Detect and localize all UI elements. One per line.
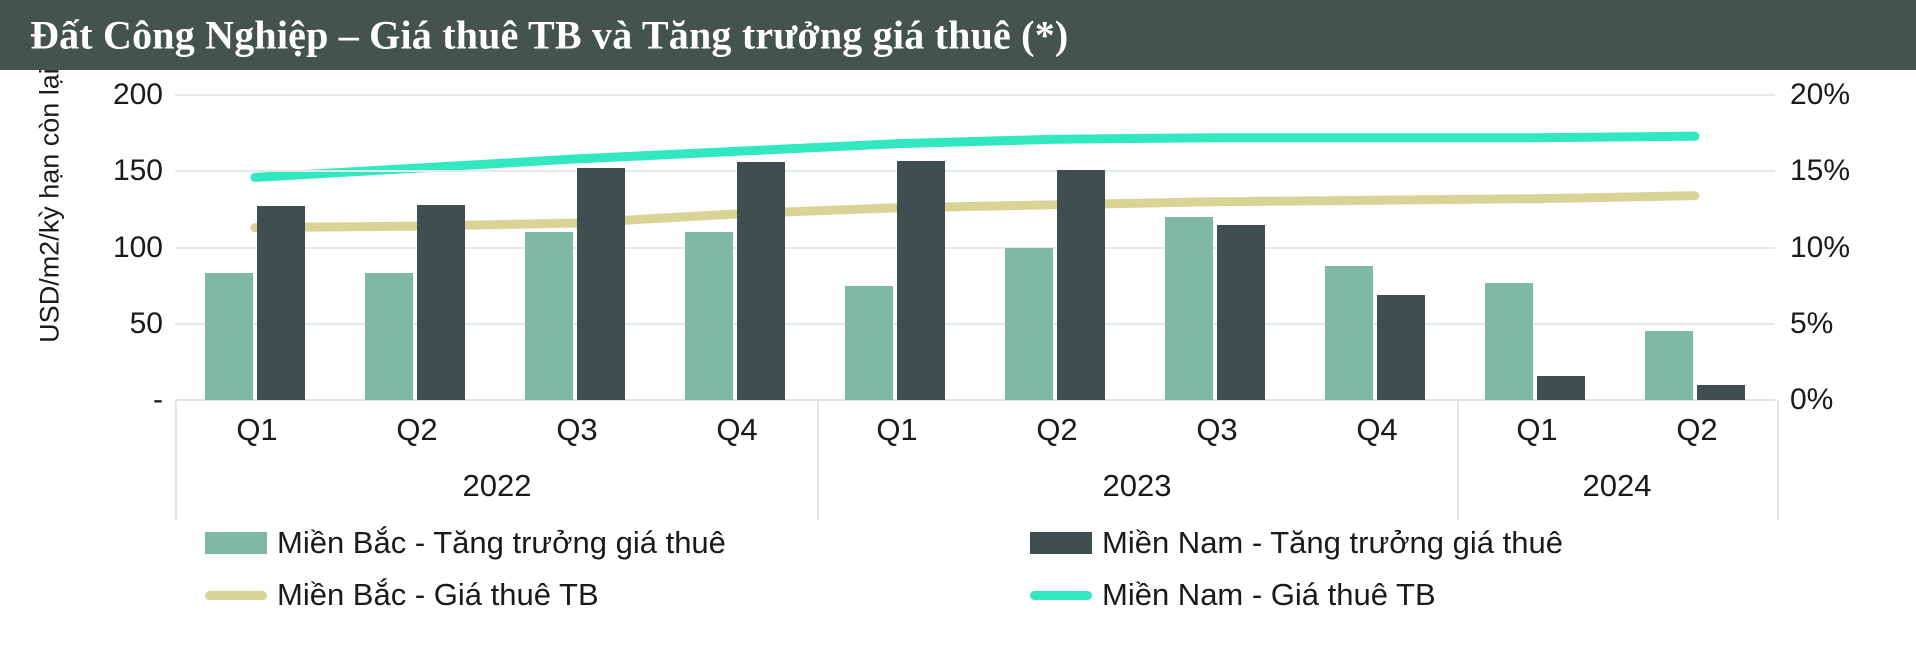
gridline (175, 94, 1775, 96)
x-axis-quarter-label: Q4 (1356, 412, 1398, 447)
bar (577, 168, 625, 400)
bar (685, 232, 733, 400)
legend-item[interactable]: Miền Nam - Giá thuê TB (1030, 577, 1436, 613)
bar (365, 273, 413, 400)
x-axis-year-label: 2024 (1582, 468, 1652, 503)
legend-line-swatch (1030, 590, 1092, 600)
legend-bar-swatch (205, 532, 267, 554)
bar (1057, 169, 1105, 400)
bar (525, 232, 573, 400)
x-axis-quarter-label: Q2 (396, 412, 438, 447)
y-axis-tick-label: - (153, 383, 163, 416)
line-series (255, 196, 1695, 228)
y-axis-tick-label: 50 (129, 306, 163, 340)
y-axis-right-tick-label: 10% (1790, 230, 1851, 264)
x-axis-year-label: 2023 (1102, 468, 1172, 503)
line-series (255, 136, 1695, 177)
legend-label: Miền Bắc - Tăng trưởng giá thuê (277, 525, 726, 560)
x-axis-quarter-label: Q2 (1036, 412, 1078, 447)
bar (1165, 217, 1213, 400)
bar (1485, 282, 1533, 400)
bar (1645, 331, 1693, 400)
category-axis: Q1 Q2 Q3 Q4 Q1 Q2 Q3 Q4 Q1 Q2 2022 2023 2024 (175, 400, 1779, 520)
page-title: Đất Công Nghiệp – Giá thuê TB và Tăng tr… (30, 12, 1069, 58)
line-series-layer (175, 95, 1775, 400)
chart-body: USD/m2/kỳ hạn còn lại -50 100 150 200 0% 5% 1… (0, 68, 1916, 652)
bar (257, 206, 305, 400)
x-axis-quarter-label: Q3 (556, 412, 598, 447)
y-axis-right-tick-label: 15% (1790, 154, 1851, 188)
bar (845, 285, 893, 400)
year-separator (817, 400, 819, 520)
x-axis-quarter-label: Q1 (876, 412, 918, 447)
legend-line-swatch (205, 590, 267, 600)
gridline (175, 322, 1775, 325)
bar (1005, 247, 1053, 400)
bar (1377, 294, 1425, 400)
x-axis-quarter-label: Q1 (1516, 412, 1558, 447)
y-axis-tick-label: 100 (112, 230, 163, 264)
x-axis-quarter-label: Q4 (716, 412, 758, 447)
bar (417, 204, 465, 400)
gridline (175, 246, 1775, 249)
bar (1537, 375, 1585, 400)
legend-label: Miền Bắc - Giá thuê TB (277, 577, 599, 612)
chart-legend: Miền Bắc - Tăng trưởng giá thuê Miền Nam … (175, 525, 1775, 645)
axis-baseline (175, 399, 1775, 401)
x-axis-year-label: 2022 (462, 468, 532, 503)
y-axis-right-tick-label: 0% (1790, 383, 1834, 416)
legend-item[interactable]: Miền Bắc - Giá thuê TB (205, 577, 599, 613)
bar (1217, 224, 1265, 400)
legend-item[interactable]: Miền Nam - Tăng trưởng giá thuê (1030, 525, 1563, 561)
bar (1325, 265, 1373, 400)
bar (897, 160, 945, 400)
legend-label: Miền Nam - Tăng trưởng giá thuê (1102, 525, 1563, 560)
bar (737, 162, 785, 400)
x-axis-quarter-label: Q3 (1196, 412, 1238, 447)
legend-label: Miền Nam - Giá thuê TB (1102, 577, 1436, 612)
legend-item[interactable]: Miền Bắc - Tăng trưởng giá thuê (205, 525, 726, 561)
legend-bar-swatch (1030, 532, 1092, 554)
y-axis-tick-label: 200 (112, 78, 163, 111)
y-axis-right-tick-label: 5% (1790, 306, 1834, 340)
year-separator (1457, 400, 1459, 520)
y-axis-tick-label: 150 (112, 154, 163, 188)
y-axis-right-tick-label: 20% (1790, 78, 1851, 111)
bar (1697, 384, 1745, 400)
x-axis-quarter-label: Q2 (1676, 412, 1718, 447)
bar (205, 273, 253, 400)
chart-title-bar: Đất Công Nghiệp – Giá thuê TB và Tăng tr… (0, 0, 1916, 70)
plot-area (175, 94, 1775, 401)
gridline (175, 170, 1775, 173)
x-axis-quarter-label: Q1 (236, 412, 278, 447)
